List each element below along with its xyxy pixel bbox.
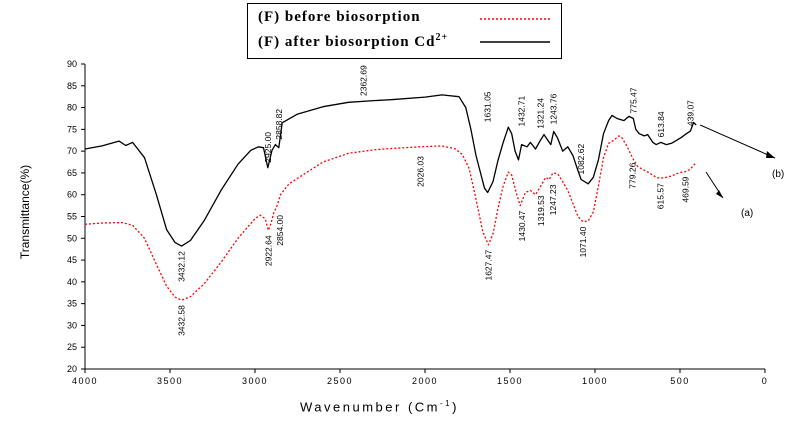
y-tick-label: 20 (67, 364, 77, 374)
peak-label: 469.59 (680, 176, 690, 202)
y-tick-label: 40 (67, 277, 77, 287)
x-tick-label: 4000 (72, 376, 98, 386)
y-tick-label: 25 (67, 342, 77, 352)
peak-label: 1430.47 (517, 210, 527, 241)
peak-label: 779.26 (628, 162, 638, 188)
y-tick-label: 30 (67, 320, 77, 330)
y-tick-label: 75 (67, 124, 77, 134)
series-after-line (84, 94, 697, 247)
peak-label: 1627.47 (483, 250, 493, 281)
curve-b-label: (b) (772, 169, 784, 180)
peak-label: 2858.82 (274, 109, 284, 140)
curve-b-arrowhead (766, 151, 775, 158)
y-axis-label: Transmittance(%) (18, 164, 32, 260)
y-tick-label: 45 (67, 255, 77, 265)
peak-label: 1319.53 (536, 195, 546, 226)
peak-label: 1071.40 (578, 226, 588, 257)
y-tick-label: 60 (67, 190, 77, 200)
y-tick-label: 65 (67, 168, 77, 178)
legend-before-label: (F) before biosorption (258, 9, 421, 25)
peak-label: 1321.24 (535, 98, 545, 129)
peak-label: 2854.00 (275, 215, 285, 246)
y-tick-label: 80 (67, 103, 77, 113)
y-tick-label: 55 (67, 212, 77, 222)
legend: (F) before biosorption (F) after biosorp… (247, 3, 562, 59)
x-tick-label: 3000 (242, 376, 268, 386)
series-layer (84, 94, 697, 301)
y-tick-label: 35 (67, 299, 77, 309)
curve-a-arrowhead (716, 190, 723, 198)
x-tick-label: 1000 (582, 376, 608, 386)
y-tick-label: 85 (67, 81, 77, 91)
x-tick-label: 2000 (412, 376, 438, 386)
x-tick-label: 3500 (157, 376, 183, 386)
x-tick-label: 1500 (497, 376, 523, 386)
legend-after-swatch (480, 41, 550, 43)
x-axis-label: Wavenumber (Cm-1) (300, 399, 459, 415)
series-before-line (84, 135, 697, 301)
peak-label: 615.57 (655, 183, 665, 209)
peak-label: 1082.62 (576, 144, 586, 175)
y-tick-label: 90 (67, 59, 77, 69)
x-tick-label: 500 (670, 376, 690, 386)
y-tick-label: 70 (67, 146, 77, 156)
x-tick-label: 2500 (327, 376, 353, 386)
axes: 4000 3500 3000 2500 2000 1500 1000 500 0 20 25 30 35… (67, 59, 769, 386)
peak-label: 2026.03 (416, 156, 426, 187)
peak-label: 439.07 (685, 100, 695, 126)
peak-label: 2922.64 (263, 235, 273, 266)
curve-labels: (b) (a) (699, 124, 784, 219)
peak-label: 1247.23 (548, 184, 558, 215)
curve-a-label: (a) (741, 208, 753, 219)
x-tick-label: 0 (762, 376, 769, 386)
peak-label: 2362.69 (359, 65, 369, 96)
legend-after-label: (F) after biosorption Cd2+ (258, 32, 449, 50)
legend-before-swatch (480, 18, 550, 20)
peak-label: 1631.05 (483, 91, 493, 122)
peak-label: 1432.71 (517, 96, 527, 127)
y-tick-label: 50 (67, 233, 77, 243)
peak-label: 3432.12 (177, 251, 187, 282)
peak-label: 3432.58 (177, 305, 187, 336)
peak-label: 613.84 (656, 111, 666, 137)
peak-label: 775.47 (628, 87, 638, 113)
curve-b-pointer (699, 124, 776, 159)
peak-label: 1243.76 (549, 93, 559, 124)
peak-label: 2925.00 (263, 132, 273, 163)
